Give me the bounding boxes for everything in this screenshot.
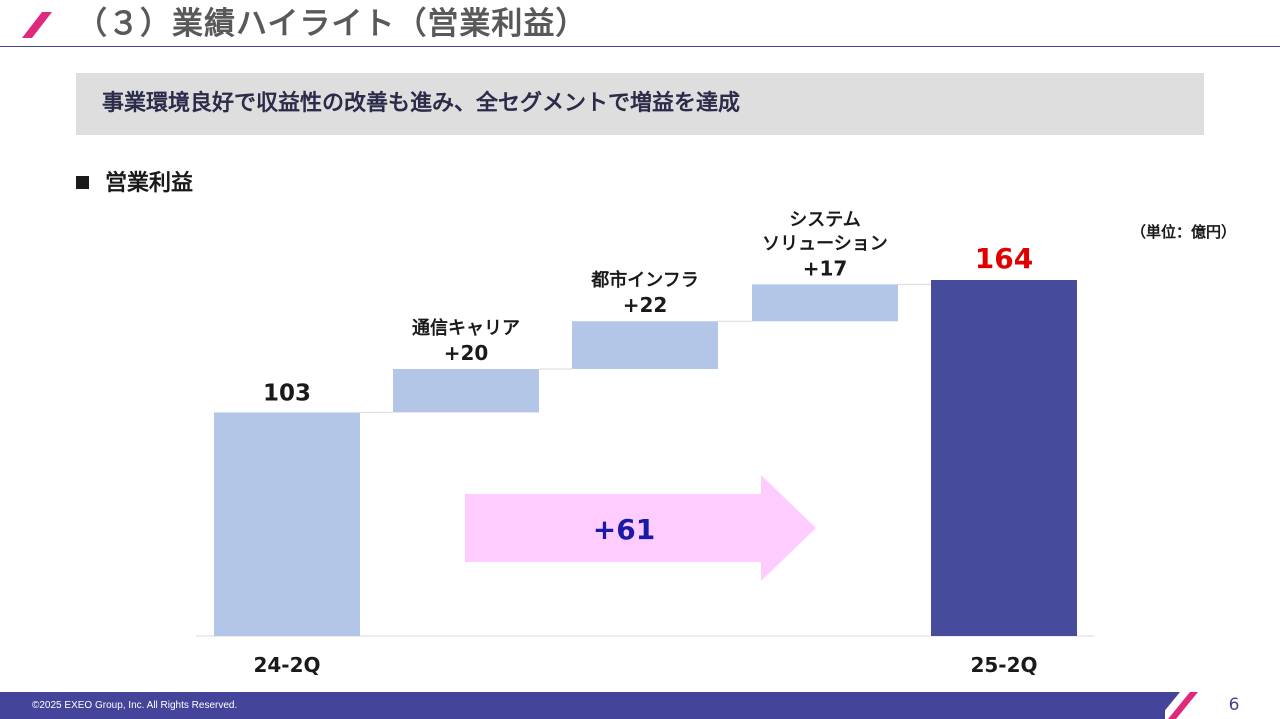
summary-box: 事業環境良好で収益性の改善も進み、全セグメントで増益を達成 [76, 73, 1204, 135]
increase-arrow-label: +61 [593, 513, 655, 546]
square-bullet-icon [76, 176, 89, 189]
increase-arrow [465, 475, 816, 581]
page-title: （３）業績ハイライト（営業利益） [76, 6, 588, 42]
data-label: +17 [803, 256, 848, 280]
segment-label: 都市インフラ [590, 269, 698, 291]
accent-slash-icon [22, 12, 52, 38]
waterfall-bar [931, 280, 1077, 636]
segment-label: 通信キャリア [412, 317, 520, 339]
waterfall-bar [572, 321, 718, 369]
title-divider [0, 46, 1280, 47]
segment-label: ソリューション [762, 233, 888, 254]
x-tick-label: 25-2Q [970, 653, 1037, 677]
data-label: 164 [975, 242, 1033, 275]
section-heading-label: 営業利益 [105, 171, 194, 196]
footer-slash-icon [1150, 692, 1198, 719]
footer-bar: ©2025 EXEO Group, Inc. All Rights Reserv… [0, 692, 1165, 719]
segment-label: システム [789, 209, 860, 230]
data-label: 103 [263, 380, 311, 406]
waterfall-bar [214, 412, 360, 636]
page-number: 6 [1228, 695, 1240, 715]
copyright-text: ©2025 EXEO Group, Inc. All Rights Reserv… [32, 700, 238, 711]
data-label: +22 [623, 293, 668, 317]
waterfall-bar [393, 369, 539, 413]
section-heading: 営業利益 [76, 168, 193, 200]
data-label: +20 [444, 341, 489, 365]
unit-label: （単位：億円） [1130, 223, 1236, 241]
x-tick-label: 24-2Q [253, 653, 320, 677]
summary-text: 事業環境良好で収益性の改善も進み、全セグメントで増益を達成 [102, 91, 741, 116]
waterfall-bar [752, 284, 898, 322]
